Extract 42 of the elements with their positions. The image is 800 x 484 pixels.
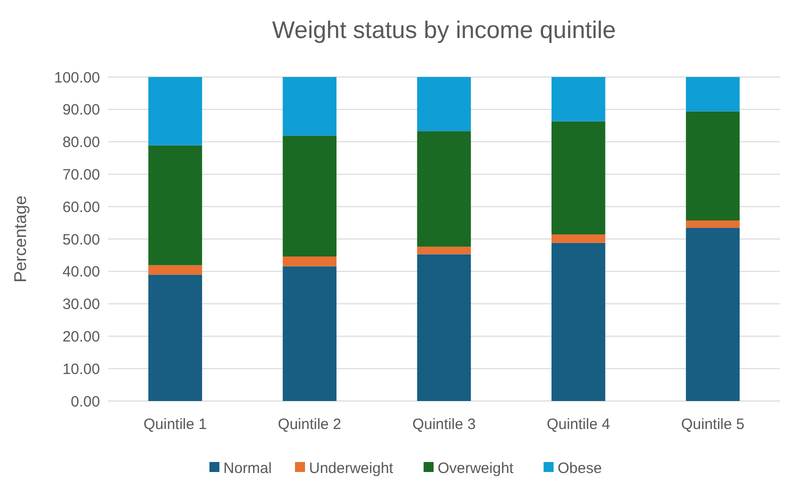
y-tick-label: 100.00 bbox=[54, 69, 100, 86]
bar bbox=[417, 77, 471, 132]
bar bbox=[686, 220, 740, 228]
legend-label: Obese bbox=[558, 460, 602, 477]
x-tick-label: Quintile 2 bbox=[278, 416, 342, 433]
chart-title: Weight status by income quintile bbox=[272, 17, 616, 44]
legend-label: Normal bbox=[223, 460, 272, 477]
x-tick-label: Quintile 4 bbox=[546, 416, 610, 433]
bar bbox=[686, 228, 740, 401]
bar bbox=[686, 77, 740, 112]
bar bbox=[148, 77, 202, 146]
x-tick-label: Quintile 3 bbox=[412, 416, 476, 433]
bar bbox=[552, 234, 606, 243]
bar bbox=[282, 266, 336, 401]
bar bbox=[282, 77, 336, 136]
bar bbox=[552, 77, 606, 122]
y-tick-label: 50.00 bbox=[62, 231, 100, 248]
bar bbox=[552, 242, 606, 401]
bar bbox=[417, 254, 471, 401]
y-tick-label: 30.00 bbox=[62, 296, 100, 314]
x-tick-label: Quintile 5 bbox=[681, 416, 744, 433]
bar bbox=[282, 136, 336, 256]
bar bbox=[282, 256, 336, 266]
y-axis-title: Percentage bbox=[11, 196, 30, 282]
y-tick-label: 80.00 bbox=[62, 134, 100, 152]
bar bbox=[686, 111, 740, 221]
y-tick-label: 10.00 bbox=[62, 360, 100, 378]
bar bbox=[148, 274, 202, 401]
y-tick-label: 90.00 bbox=[62, 102, 100, 119]
y-tick-label: 0.00 bbox=[70, 393, 100, 410]
y-tick-label: 60.00 bbox=[62, 198, 100, 216]
bar bbox=[552, 121, 606, 234]
bar bbox=[148, 265, 202, 275]
bar bbox=[148, 145, 202, 266]
y-tick-label: 70.00 bbox=[62, 166, 100, 184]
bar bbox=[417, 131, 471, 247]
x-tick-label: Quintile 1 bbox=[144, 416, 207, 433]
y-tick-label: 40.00 bbox=[62, 264, 100, 281]
legend-label: Underweight bbox=[309, 460, 394, 477]
legend-label: Overweight bbox=[438, 460, 514, 477]
bar bbox=[417, 246, 471, 254]
y-tick-label: 20.00 bbox=[62, 328, 100, 346]
